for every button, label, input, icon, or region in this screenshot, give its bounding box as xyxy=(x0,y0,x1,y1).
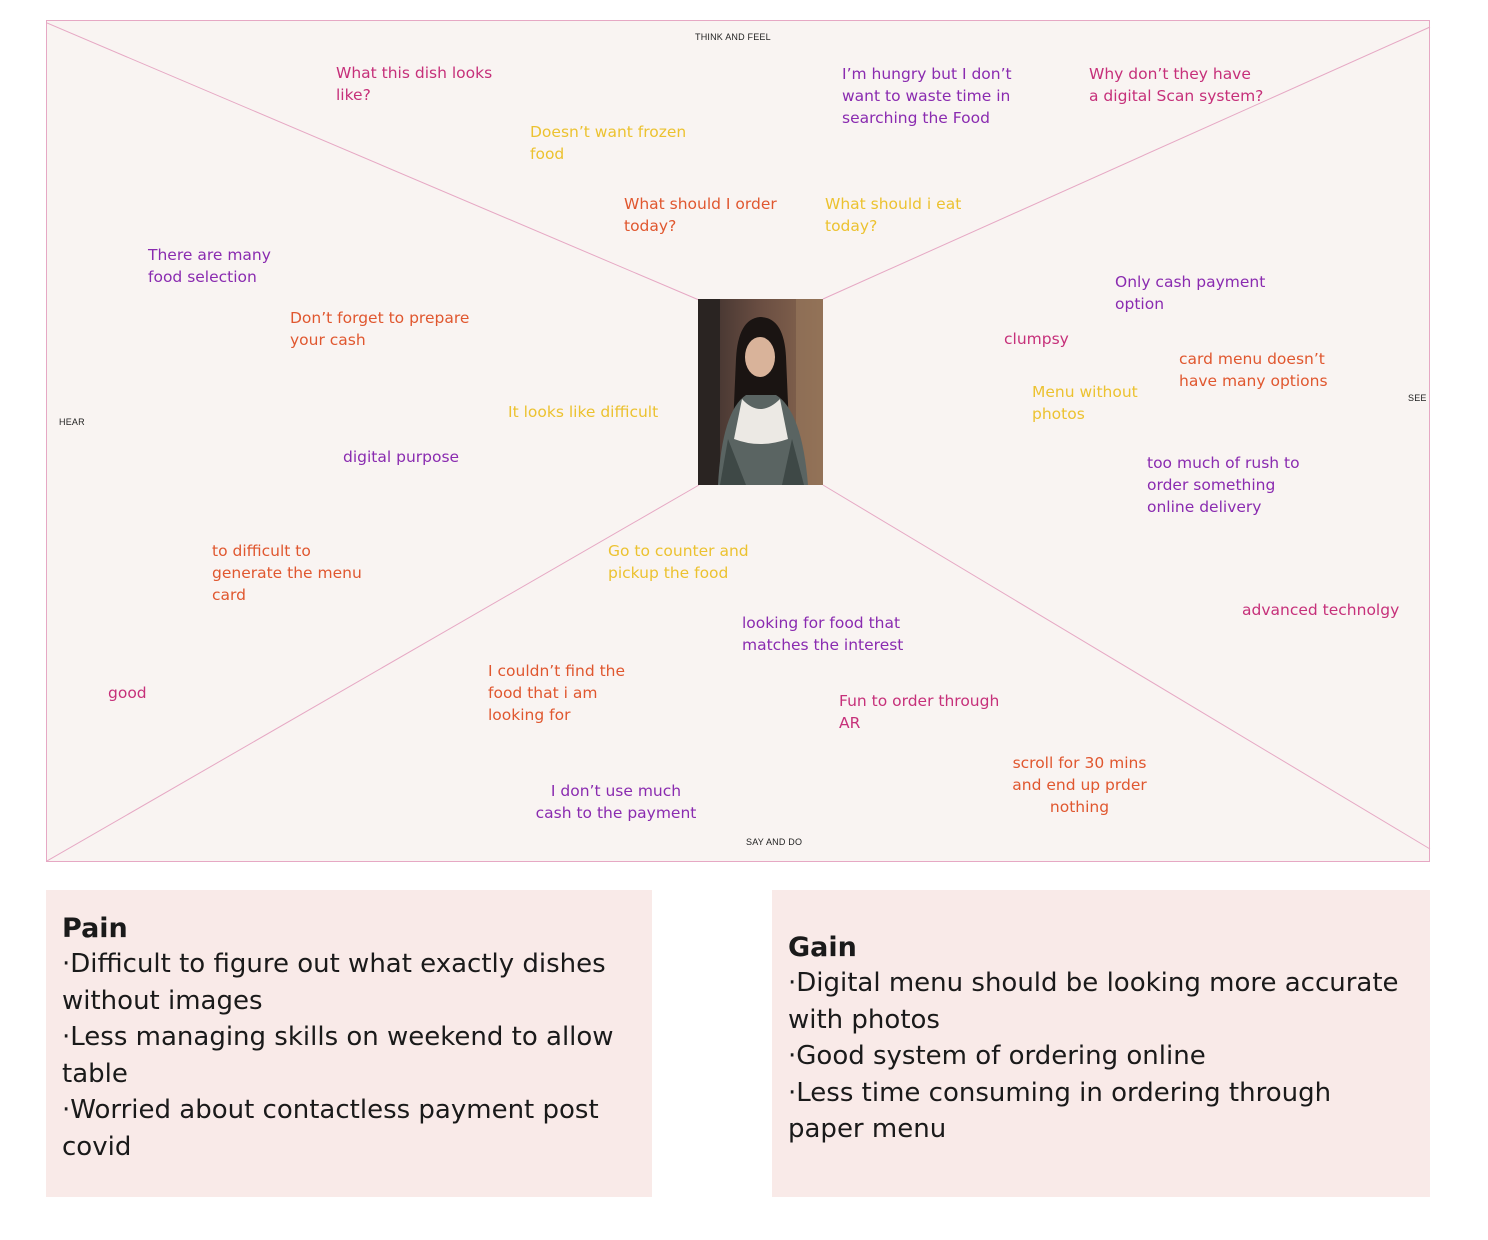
note-menu-photos: Menu without photos xyxy=(1032,383,1138,423)
pain-item: ·Less managing skills on weekend to allo… xyxy=(62,1022,614,1089)
gain-item: ·Less time consuming in ordering through… xyxy=(788,1077,1332,1145)
quadrant-label-hear: HEAR xyxy=(59,417,85,427)
note-good: good xyxy=(108,684,147,702)
gain-title: Gain xyxy=(788,932,857,963)
diagonal-lines xyxy=(47,22,1431,862)
diagonal-bottom-left xyxy=(47,484,700,862)
pain-item: ·Worried about contactless payment post … xyxy=(62,1095,599,1162)
note-fun-ar: Fun to order through AR xyxy=(839,692,1000,732)
note-generate-menu: to difficult to generate the menu card xyxy=(212,542,362,604)
note-cash-payment: Only cash payment option xyxy=(1115,273,1266,313)
note-eat-today: What should i eat today? xyxy=(825,195,962,235)
diagonal-top-left xyxy=(47,22,700,301)
pain-box: Pain ·Difficult to figure out what exact… xyxy=(46,890,652,1197)
gain-box: Gain ·Digital menu should be looking mor… xyxy=(772,890,1430,1197)
note-rush-delivery: too much of rush to order something onli… xyxy=(1147,454,1300,516)
diagonal-bottom-right xyxy=(822,484,1431,850)
pain-title: Pain xyxy=(62,913,128,944)
note-prepare-cash: Don’t forget to prepare your cash xyxy=(290,309,470,349)
note-no-cash: I don’t use much cash to the payment xyxy=(535,782,697,822)
note-frozen-food: Doesn’t want frozen food xyxy=(530,123,687,163)
note-digital-scan: Why don’t they have a digital Scan syste… xyxy=(1089,65,1264,105)
note-clumpsy: clumpsy xyxy=(1004,330,1069,348)
note-dish-looks: What this dish looks like? xyxy=(336,64,493,104)
note-scroll-30-mins: scroll for 30 mins and end up prder noth… xyxy=(1012,754,1147,816)
note-card-menu: card menu doesn’t have many options xyxy=(1179,350,1328,390)
diagonal-top-right xyxy=(822,26,1431,300)
pain-item: ·Difficult to figure out what exactly di… xyxy=(62,949,606,1016)
note-couldnt-find: I couldn’t find the food that i am looki… xyxy=(488,662,626,724)
note-matches-interest: looking for food that matches the intere… xyxy=(742,614,904,654)
quadrant-label-think-feel: THINK AND FEEL xyxy=(695,32,771,42)
note-advanced-tech: advanced technolgy xyxy=(1242,601,1400,619)
empathy-map: THINK AND FEEL SEE HEAR SAY AND DO What … xyxy=(46,20,1431,862)
note-hungry: I’m hungry but I don’t want to waste tim… xyxy=(842,65,1012,127)
quadrant-label-say-do: SAY AND DO xyxy=(746,837,803,847)
gain-item: ·Good system of ordering online xyxy=(788,1041,1206,1071)
persona-photo xyxy=(698,299,823,485)
note-food-selection: There are many food selection xyxy=(148,246,271,286)
note-order-today: What should I order today? xyxy=(624,195,777,235)
gain-item: ·Digital menu should be looking more acc… xyxy=(788,968,1399,1035)
note-counter-pickup: Go to counter and pickup the food xyxy=(608,542,749,582)
note-looks-difficult: It looks like difficult xyxy=(508,403,659,421)
note-digital-purpose: digital purpose xyxy=(343,448,460,466)
quadrant-label-see: SEE xyxy=(1408,393,1427,403)
